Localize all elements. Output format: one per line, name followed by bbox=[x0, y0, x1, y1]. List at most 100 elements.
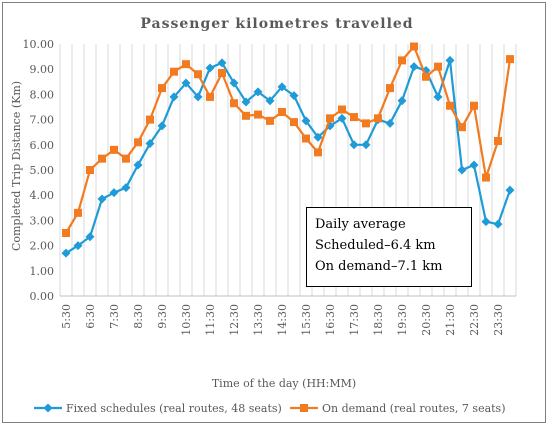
data-point bbox=[254, 110, 262, 119]
data-point bbox=[158, 84, 166, 93]
data-point bbox=[362, 119, 370, 128]
chart-title: Passenger kilometres travelled bbox=[140, 16, 413, 32]
data-point bbox=[218, 68, 226, 77]
data-point bbox=[265, 96, 275, 106]
data-point bbox=[217, 58, 227, 68]
data-point bbox=[349, 140, 359, 150]
data-point bbox=[62, 229, 70, 237]
data-point bbox=[457, 165, 467, 175]
x-tick-label: 15:30 bbox=[300, 304, 313, 336]
data-point bbox=[493, 219, 503, 229]
x-tick-label: 17:30 bbox=[348, 304, 361, 336]
data-point bbox=[386, 84, 394, 93]
data-point bbox=[481, 217, 491, 227]
x-axis-label: Time of the day (HH:MM) bbox=[212, 377, 356, 390]
data-point bbox=[181, 78, 191, 88]
x-tick-label: 13:30 bbox=[252, 304, 265, 336]
y-tick-label: 5.00 bbox=[30, 164, 55, 177]
data-point bbox=[278, 108, 286, 117]
legend-item-fixed-schedules: Fixed schedules (real routes, 48 seats) bbox=[34, 402, 282, 415]
data-point bbox=[253, 87, 263, 97]
data-point bbox=[458, 123, 466, 132]
data-point bbox=[361, 140, 371, 150]
data-point bbox=[194, 70, 202, 79]
data-point bbox=[482, 173, 490, 182]
data-point bbox=[397, 96, 407, 106]
x-tick-label: 18:30 bbox=[372, 304, 385, 336]
data-point bbox=[350, 113, 358, 122]
data-point bbox=[110, 145, 118, 154]
data-point bbox=[374, 114, 382, 123]
data-point bbox=[338, 105, 346, 114]
y-tick-label: 0.00 bbox=[30, 290, 55, 303]
x-tick-labels: 5:30 6:30 7:30 8:30 9:30 10:30 11:30 12:30 13:30… bbox=[60, 304, 505, 336]
data-point bbox=[445, 55, 455, 65]
x-tick-label: 6:30 bbox=[84, 304, 97, 329]
data-point bbox=[314, 148, 322, 157]
x-tick-label: 20:30 bbox=[420, 304, 433, 336]
y-axis-label: Completed Trip Distance (Km) bbox=[10, 81, 23, 251]
data-point bbox=[266, 116, 274, 125]
series-line bbox=[65, 59, 512, 255]
data-point bbox=[206, 92, 214, 101]
data-point bbox=[422, 72, 430, 81]
data-point bbox=[289, 91, 299, 101]
data-point bbox=[446, 101, 454, 110]
data-point bbox=[146, 115, 154, 124]
data-point bbox=[229, 78, 239, 88]
x-tick-label: 23:30 bbox=[492, 304, 505, 336]
data-point bbox=[470, 101, 478, 110]
y-tick-label: 8.00 bbox=[30, 88, 55, 101]
x-tick-label: 19:30 bbox=[396, 304, 409, 336]
y-tick-label: 3.00 bbox=[30, 214, 55, 227]
x-tick-label: 5:30 bbox=[60, 304, 73, 329]
data-point bbox=[494, 137, 502, 146]
data-point bbox=[313, 132, 323, 142]
y-tick-label: 9.00 bbox=[30, 63, 55, 76]
data-point bbox=[98, 154, 106, 163]
series-on-demand bbox=[62, 42, 514, 237]
y-tick-label: 6.00 bbox=[30, 139, 55, 152]
data-point bbox=[85, 232, 95, 242]
legend-item-on-demand: On demand (real routes, 7 seats) bbox=[290, 402, 506, 415]
data-point bbox=[73, 241, 83, 251]
data-point bbox=[242, 111, 250, 120]
data-point bbox=[121, 183, 131, 193]
x-tick-label: 10:30 bbox=[180, 304, 193, 336]
data-point bbox=[326, 114, 334, 123]
legend-label: Fixed schedules (real routes, 48 seats) bbox=[66, 402, 282, 415]
data-point bbox=[302, 134, 310, 143]
data-point bbox=[133, 160, 143, 170]
data-point bbox=[122, 154, 130, 163]
data-point bbox=[230, 99, 238, 108]
series-layer bbox=[61, 42, 515, 258]
x-tick-label: 8:30 bbox=[132, 304, 145, 329]
data-point bbox=[505, 185, 515, 195]
data-point bbox=[205, 63, 215, 73]
data-point bbox=[61, 248, 71, 258]
data-point bbox=[434, 62, 442, 71]
y-tick-label: 10.00 bbox=[23, 38, 55, 51]
legend-marker bbox=[300, 404, 308, 412]
data-point bbox=[157, 121, 167, 131]
y-tick-label: 4.00 bbox=[30, 189, 55, 202]
note-line-scheduled: Scheduled–6.4 km bbox=[315, 238, 436, 253]
x-tick-label: 7:30 bbox=[108, 304, 121, 329]
data-point bbox=[109, 188, 119, 198]
legend-label: On demand (real routes, 7 seats) bbox=[322, 402, 506, 415]
data-point bbox=[290, 118, 298, 127]
data-point bbox=[134, 138, 142, 147]
x-tick-label: 22:30 bbox=[468, 304, 481, 336]
series-fixed-schedules bbox=[61, 55, 515, 258]
y-tick-labels: 0.00 1.00 2.00 3.00 4.00 5.00 6.00 7.00 8.00 9.00… bbox=[23, 38, 55, 303]
data-point bbox=[86, 166, 94, 174]
data-point bbox=[97, 194, 107, 204]
y-tick-label: 2.00 bbox=[30, 240, 55, 253]
data-point bbox=[301, 116, 311, 126]
data-point bbox=[409, 62, 419, 72]
y-tick-label: 1.00 bbox=[30, 265, 55, 278]
x-tick-label: 16:30 bbox=[324, 304, 337, 336]
data-point bbox=[410, 42, 418, 51]
x-tick-label: 11:30 bbox=[204, 304, 217, 336]
